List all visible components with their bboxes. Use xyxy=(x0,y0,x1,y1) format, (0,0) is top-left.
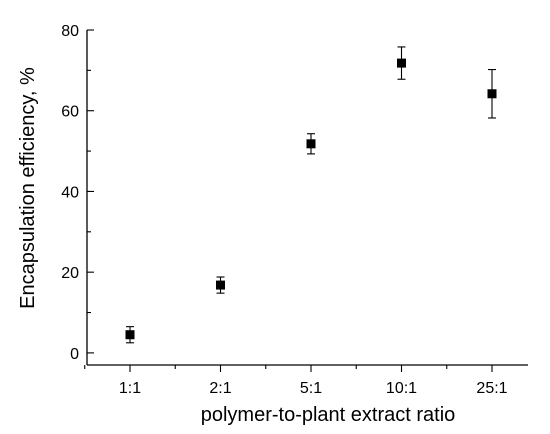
x-tick-label: 10:1 xyxy=(386,380,417,397)
x-axis-title: polymer-to-plant extract ratio xyxy=(201,404,456,426)
y-tick-label: 80 xyxy=(61,23,79,40)
data-point xyxy=(125,330,135,340)
y-axis-ticks: 0 20 40 60 80 xyxy=(61,23,94,363)
plot-frame xyxy=(86,30,528,366)
x-tick-label: 1:1 xyxy=(119,380,141,397)
x-axis-ticks: 1:1 2:1 5:1 10:1 25:1 xyxy=(84,365,508,397)
x-tick-label: 2:1 xyxy=(209,380,231,397)
data-point xyxy=(397,58,406,68)
error-bars xyxy=(126,46,496,344)
data-point xyxy=(216,280,225,290)
y-tick-label: 20 xyxy=(61,265,79,282)
y-axis-title: Encapsulation efficiency, % xyxy=(17,67,39,309)
x-tick-label: 5:1 xyxy=(300,380,322,397)
data-points xyxy=(125,58,497,340)
y-tick-label: 0 xyxy=(70,346,79,363)
data-point xyxy=(306,139,316,149)
x-tick-label: 25:1 xyxy=(476,380,507,397)
y-tick-label: 60 xyxy=(61,104,79,121)
data-point xyxy=(487,89,497,99)
y-tick-label: 40 xyxy=(61,184,79,201)
